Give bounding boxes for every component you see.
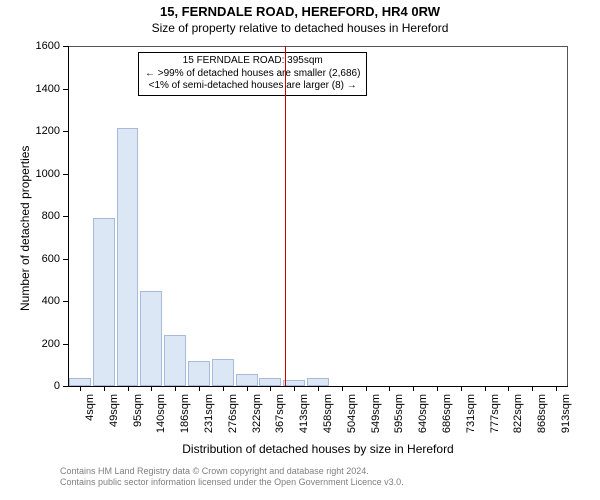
x-tick (247, 386, 248, 391)
x-tick-label: 504sqm (346, 394, 358, 442)
x-tick-label: 4sqm (84, 394, 96, 442)
info-box: 15 FERNDALE ROAD: 395sqm ← >99% of detac… (138, 52, 367, 96)
x-tick-label: 322sqm (251, 394, 263, 442)
footer-line-1: Contains HM Land Registry data © Crown c… (60, 466, 404, 477)
y-tick-label: 400 (28, 295, 60, 307)
x-tick (294, 386, 295, 391)
y-tick (63, 46, 68, 47)
x-tick-label: 868sqm (536, 394, 548, 442)
info-line-2: ← >99% of detached houses are smaller (2… (145, 68, 360, 81)
histogram-bar (164, 335, 186, 386)
x-tick (199, 386, 200, 391)
x-tick-label: 367sqm (274, 394, 286, 442)
y-tick (63, 301, 68, 302)
histogram-bar (69, 378, 91, 387)
y-tick (63, 386, 68, 387)
x-tick-label: 140sqm (155, 394, 167, 442)
x-tick (223, 386, 224, 391)
x-tick (485, 386, 486, 391)
y-tick-label: 600 (28, 253, 60, 265)
histogram-bar (212, 359, 234, 386)
histogram-bar (236, 374, 258, 386)
histogram-bar (93, 218, 115, 386)
histogram-bar (259, 378, 281, 387)
x-tick-label: 595sqm (393, 394, 405, 442)
x-tick-label: 913sqm (560, 394, 572, 442)
x-tick-label: 231sqm (203, 394, 215, 442)
y-tick (63, 216, 68, 217)
x-tick (556, 386, 557, 391)
y-tick-label: 200 (28, 338, 60, 350)
y-tick-label: 1200 (28, 125, 60, 137)
x-tick-label: 686sqm (441, 394, 453, 442)
y-tick (63, 344, 68, 345)
x-tick (342, 386, 343, 391)
x-tick (413, 386, 414, 391)
title-line-1: 15, FERNDALE ROAD, HEREFORD, HR4 0RW (0, 4, 600, 19)
x-tick-label: 458sqm (322, 394, 334, 442)
x-tick (151, 386, 152, 391)
footer: Contains HM Land Registry data © Crown c… (60, 466, 404, 488)
x-tick (389, 386, 390, 391)
x-tick-label: 95sqm (132, 394, 144, 442)
x-tick-label: 777sqm (489, 394, 501, 442)
x-tick (508, 386, 509, 391)
x-tick (366, 386, 367, 391)
y-tick-label: 800 (28, 210, 60, 222)
y-tick (63, 131, 68, 132)
info-line-1: 15 FERNDALE ROAD: 395sqm (145, 55, 360, 68)
x-tick (461, 386, 462, 391)
histogram-bar (140, 291, 162, 386)
x-tick-label: 822sqm (512, 394, 524, 442)
x-tick (104, 386, 105, 391)
y-tick-label: 1600 (28, 40, 60, 52)
footer-line-2: Contains public sector information licen… (60, 477, 404, 488)
title-line-2: Size of property relative to detached ho… (0, 21, 600, 35)
y-tick (63, 174, 68, 175)
x-tick-label: 49sqm (108, 394, 120, 442)
x-tick (437, 386, 438, 391)
y-tick-label: 0 (28, 380, 60, 392)
x-axis-label: Distribution of detached houses by size … (68, 442, 568, 456)
x-tick-label: 276sqm (227, 394, 239, 442)
x-tick (532, 386, 533, 391)
y-tick-label: 1000 (28, 168, 60, 180)
histogram-bar (188, 361, 210, 387)
x-tick-label: 186sqm (179, 394, 191, 442)
x-tick-label: 640sqm (417, 394, 429, 442)
chart-container: 15, FERNDALE ROAD, HEREFORD, HR4 0RW Siz… (0, 4, 600, 500)
histogram-bar (117, 128, 139, 386)
info-line-3: <1% of semi-detached houses are larger (… (145, 80, 360, 93)
y-tick (63, 89, 68, 90)
x-tick (80, 386, 81, 391)
histogram-bar (307, 378, 329, 387)
y-tick (63, 259, 68, 260)
x-tick-label: 413sqm (298, 394, 310, 442)
x-tick (318, 386, 319, 391)
x-tick-label: 731sqm (465, 394, 477, 442)
x-tick-label: 549sqm (370, 394, 382, 442)
marker-line (285, 46, 286, 386)
x-tick (175, 386, 176, 391)
y-tick-label: 1400 (28, 83, 60, 95)
y-axis (68, 46, 69, 386)
x-tick (270, 386, 271, 391)
x-tick (128, 386, 129, 391)
